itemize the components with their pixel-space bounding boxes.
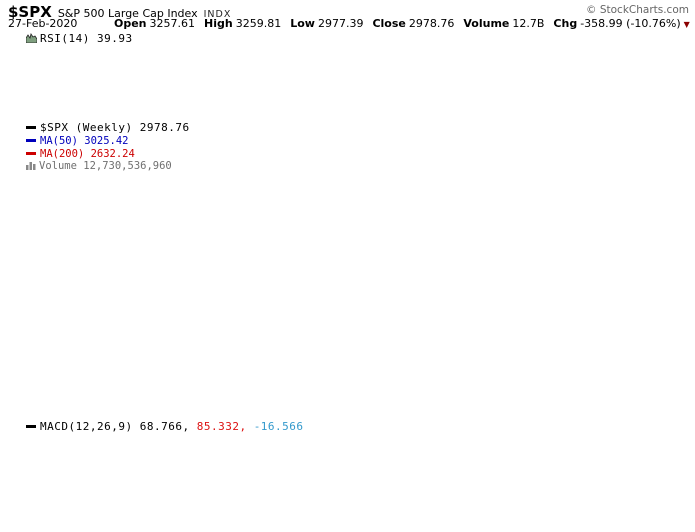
stockcharts-spx-weekly-chart: $SPX S&P 500 Large Cap Index INDX © Stoc… [0, 0, 695, 532]
chart-canvas [0, 0, 695, 532]
